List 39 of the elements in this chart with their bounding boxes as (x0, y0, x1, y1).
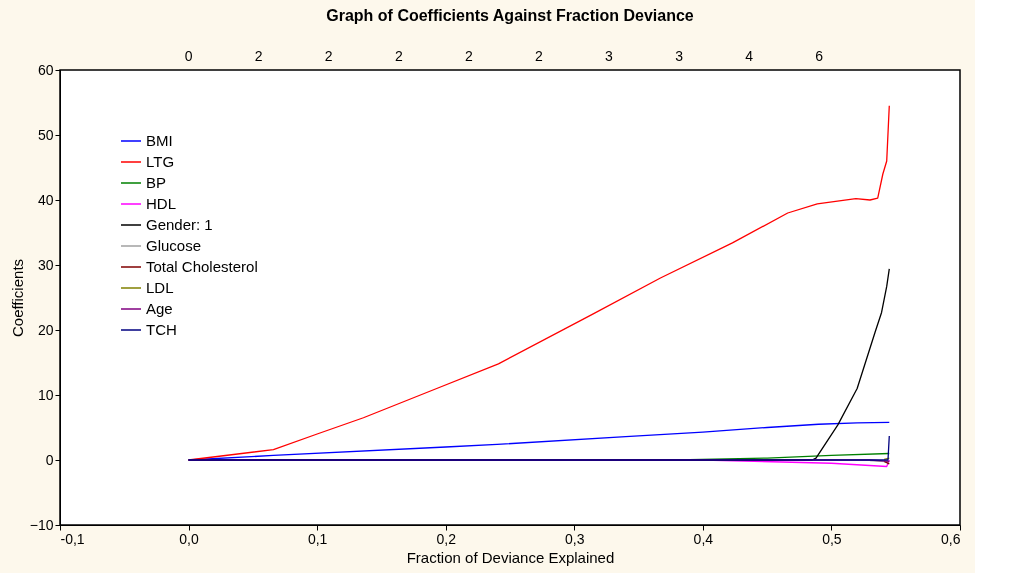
text: 2 (464, 48, 473, 64)
text: 2 (254, 48, 263, 64)
y-tick-label: 10 (37, 386, 54, 403)
y-tick-label: 50 (37, 126, 54, 143)
y-axis-title: Coefficients (8, 258, 26, 338)
y-tick-label: 0 (45, 451, 54, 468)
y-tick-label: 20 (37, 321, 54, 338)
x-tick-label: 0,4 (693, 530, 714, 547)
y-tick-label: −10 (29, 516, 54, 533)
legend-label: Age (146, 300, 173, 317)
legend-label: Total Cholesterol (146, 258, 258, 275)
legend-label: Gender: 1 (146, 216, 213, 233)
text: 0 (184, 48, 193, 64)
text: 3 (605, 48, 614, 64)
legend-label: TCH (146, 321, 177, 338)
legend-label: LDL (146, 279, 174, 296)
x-tick-label: 0,0 (179, 530, 200, 547)
y-tick-label: 40 (37, 191, 54, 208)
x-tick-label: 0,6 (941, 530, 961, 547)
text: 6 (815, 48, 824, 64)
x-axis-title: Fraction of Deviance Explained (406, 548, 615, 566)
legend-label: BP (146, 174, 167, 191)
y-tick-label: 60 (37, 61, 54, 78)
legend-label: BMI (146, 132, 173, 149)
x-tick-label: -0,1 (60, 530, 85, 547)
chart-title: Graph of Coefficients Against Fraction Deviance (326, 7, 694, 24)
legend-label: HDL (146, 195, 177, 212)
y-tick-label: 30 (37, 256, 54, 273)
legend-label: LTG (146, 153, 175, 170)
text: 2 (535, 48, 544, 64)
text: 3 (675, 48, 684, 64)
text: 4 (745, 48, 754, 64)
x-tick-label: 0,2 (436, 530, 457, 547)
x-tick-label: 0,5 (822, 530, 842, 547)
legend-label: Glucose (146, 237, 202, 254)
x-tick-label: 0,3 (565, 530, 585, 547)
text: 2 (324, 48, 333, 64)
text: 2 (394, 48, 403, 64)
x-tick-label: 0,1 (307, 530, 328, 547)
